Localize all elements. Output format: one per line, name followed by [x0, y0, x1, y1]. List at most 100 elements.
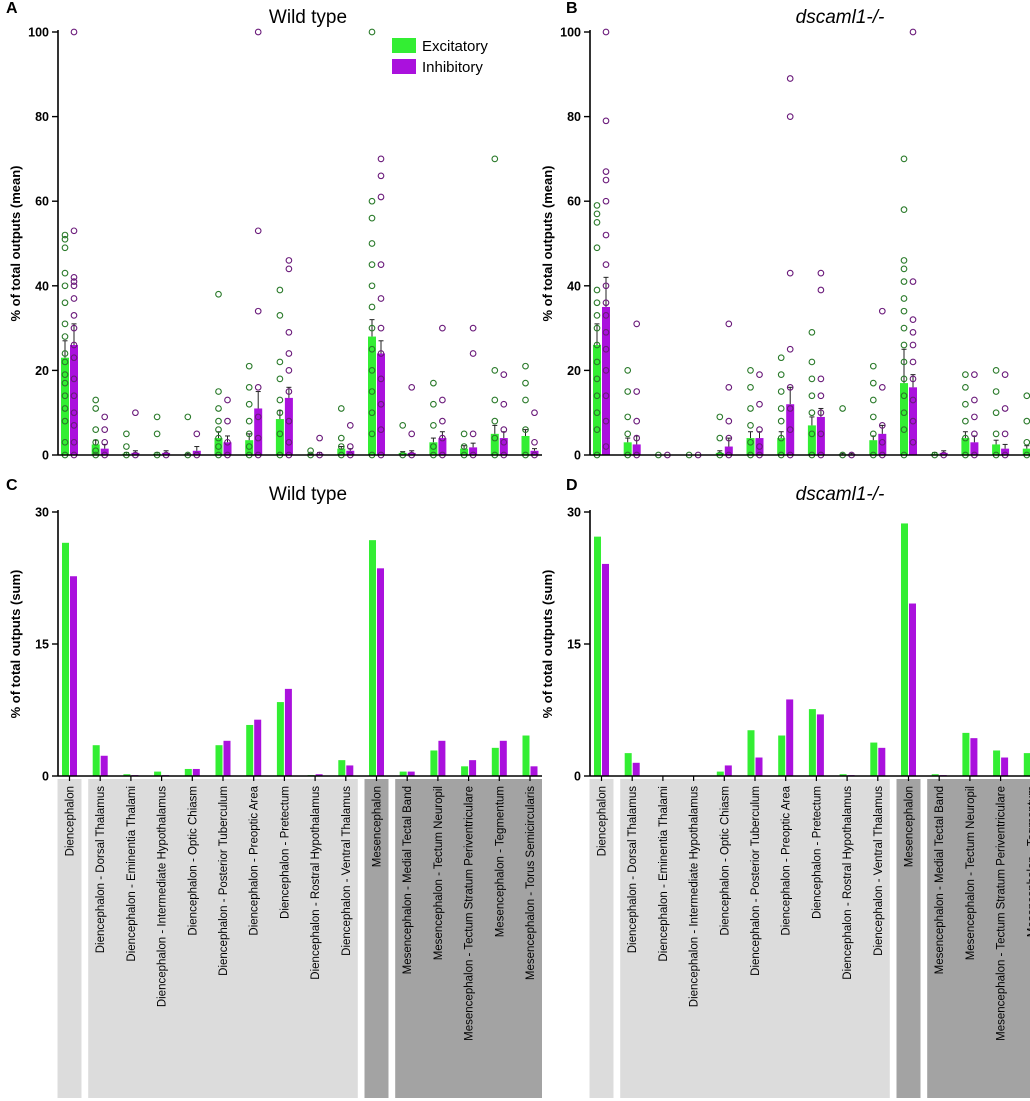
bar-excitatory — [62, 542, 69, 776]
point-excitatory — [522, 426, 529, 433]
y-tick-label: 80 — [567, 110, 581, 124]
y-axis-label: % of total outputs (mean) — [540, 166, 555, 322]
bar-excitatory — [215, 745, 223, 776]
y-tick-label: 15 — [35, 638, 49, 652]
bar-inhibitory — [70, 345, 78, 455]
bar-excitatory — [715, 452, 724, 455]
point-inhibitory — [254, 307, 262, 315]
point-inhibitory — [224, 396, 231, 404]
point-inhibitory — [70, 278, 78, 285]
point-inhibitory — [377, 324, 385, 332]
x-tick-label: Diencephalon - Preoptic Area — [249, 785, 261, 935]
bar-inhibitory — [632, 762, 640, 776]
point-inhibitory — [500, 371, 508, 378]
point-inhibitory — [70, 409, 78, 417]
bar-inhibitory — [192, 768, 200, 776]
point-excitatory — [962, 434, 969, 442]
bar-excitatory — [61, 357, 69, 455]
point-inhibitory — [439, 417, 446, 425]
point-excitatory — [215, 405, 222, 412]
point-inhibitory — [377, 426, 385, 433]
point-excitatory — [92, 405, 100, 412]
panel-title: dscaml1-/- — [796, 484, 885, 505]
bar-inhibitory — [254, 408, 263, 455]
point-inhibitory — [602, 417, 610, 425]
point-excitatory — [900, 358, 908, 366]
point-inhibitory — [101, 413, 109, 421]
bar-inhibitory — [755, 438, 764, 455]
x-tick-label: Diencephalon - Pretectum — [279, 786, 291, 919]
bar-inhibitory — [786, 699, 794, 776]
point-inhibitory — [285, 257, 293, 264]
point-excitatory — [61, 379, 69, 387]
bar-inhibitory — [816, 416, 825, 455]
bar-inhibitory — [724, 765, 732, 776]
bar-inhibitory — [223, 442, 232, 455]
panel-C: C Wild type % of total outputs (sum) 0 15 30 D… — [6, 477, 542, 1098]
y-tick-label: 0 — [574, 770, 581, 784]
point-inhibitory — [786, 345, 794, 353]
bar-excitatory — [429, 442, 438, 455]
bar-inhibitory — [438, 740, 446, 776]
y-axis-label: % of total outputs (mean) — [8, 166, 23, 322]
bar-inhibitory — [939, 452, 948, 455]
point-excitatory — [593, 210, 601, 218]
point-inhibitory — [346, 443, 354, 450]
point-excitatory — [593, 244, 601, 252]
point-inhibitory — [602, 312, 610, 319]
point-inhibitory — [224, 417, 231, 425]
point-inhibitory — [909, 438, 917, 446]
bar-inhibitory — [1001, 757, 1009, 776]
bar-inhibitory — [469, 760, 477, 776]
x-tick-label: Diencephalon - Eminentia Thalami — [126, 786, 138, 962]
point-excitatory — [777, 405, 785, 412]
bar-excitatory — [808, 709, 816, 776]
point-inhibitory — [469, 430, 477, 438]
point-inhibitory — [70, 312, 78, 319]
y-tick-label: 100 — [560, 26, 581, 40]
point-inhibitory — [377, 400, 385, 408]
bar-inhibitory — [816, 714, 824, 776]
point-inhibitory — [602, 443, 610, 450]
bar-excitatory — [869, 440, 878, 455]
point-excitatory — [307, 447, 314, 455]
category-band — [395, 779, 542, 1098]
point-excitatory — [245, 417, 253, 425]
point-inhibitory — [786, 383, 794, 391]
point-excitatory — [368, 214, 376, 222]
point-excitatory — [61, 371, 69, 378]
x-tick-label: Mesencephalon - Medial Tectal Band — [402, 786, 414, 974]
point-excitatory — [593, 375, 601, 383]
point-excitatory — [491, 367, 499, 374]
x-tick-label: Mesencephalon - Tectum Stratum Periventr… — [996, 786, 1008, 1041]
point-inhibitory — [756, 443, 763, 450]
legend-swatch-excitatory — [392, 38, 416, 53]
category-band — [57, 779, 82, 1098]
point-excitatory — [593, 299, 601, 307]
point-excitatory — [61, 417, 69, 425]
x-tick-label: Diencephalon — [597, 786, 609, 856]
bar-excitatory — [623, 442, 632, 455]
point-excitatory — [215, 417, 222, 425]
category-band — [927, 779, 1030, 1098]
x-tick-label: Mesencephalon - Tectum Neuropil — [433, 786, 445, 960]
bar-excitatory — [746, 438, 755, 455]
point-inhibitory — [408, 383, 416, 391]
point-excitatory — [992, 367, 1000, 374]
point-excitatory — [61, 235, 69, 243]
point-inhibitory — [1001, 371, 1009, 378]
point-inhibitory — [725, 417, 733, 425]
bar-excitatory — [778, 735, 786, 776]
point-inhibitory — [909, 417, 917, 425]
point-inhibitory — [786, 75, 794, 82]
point-excitatory — [61, 282, 69, 290]
point-inhibitory — [224, 438, 231, 446]
point-inhibitory — [70, 375, 78, 383]
point-excitatory — [747, 422, 754, 429]
x-tick-label: Diencephalon - Dorsal Thalamus — [95, 786, 107, 954]
point-excitatory — [869, 430, 877, 438]
point-inhibitory — [602, 392, 610, 400]
x-tick-label: Diencephalon - Posterior Tuberculum — [750, 786, 762, 976]
point-excitatory — [276, 286, 284, 294]
point-inhibitory — [1001, 405, 1009, 412]
